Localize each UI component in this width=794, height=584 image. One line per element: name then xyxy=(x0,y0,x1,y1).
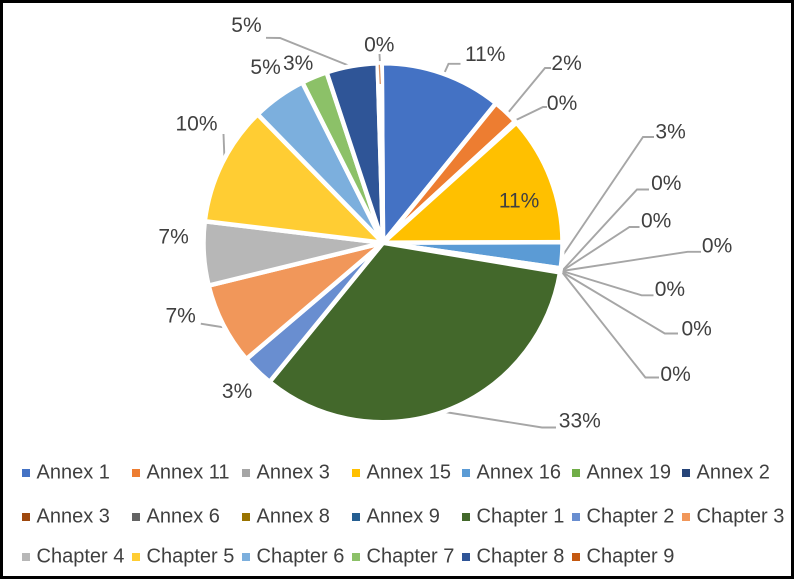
svg-text:Chapter 7: Chapter 7 xyxy=(367,546,455,568)
svg-text:Chapter 3: Chapter 3 xyxy=(697,506,785,528)
svg-text:0%: 0% xyxy=(651,172,681,195)
svg-text:33%: 33% xyxy=(559,409,601,432)
svg-text:Chapter 6: Chapter 6 xyxy=(257,546,345,568)
svg-text:3%: 3% xyxy=(655,120,685,143)
svg-text:Chapter 2: Chapter 2 xyxy=(587,506,675,528)
svg-text:Annex 15: Annex 15 xyxy=(367,462,452,484)
svg-text:0%: 0% xyxy=(364,34,394,57)
svg-text:Annex 1: Annex 1 xyxy=(37,462,110,484)
svg-text:0%: 0% xyxy=(682,318,712,341)
svg-text:5%: 5% xyxy=(231,14,261,37)
svg-text:3%: 3% xyxy=(283,52,313,75)
svg-text:Annex 16: Annex 16 xyxy=(477,462,562,484)
svg-text:3%: 3% xyxy=(222,380,252,403)
svg-text:Annex 3: Annex 3 xyxy=(257,462,330,484)
svg-text:5%: 5% xyxy=(250,56,280,79)
svg-text:11%: 11% xyxy=(499,189,539,212)
svg-text:0%: 0% xyxy=(702,234,732,257)
svg-text:Annex 3: Annex 3 xyxy=(37,506,110,528)
svg-text:10%: 10% xyxy=(176,112,218,135)
svg-text:Annex 19: Annex 19 xyxy=(587,462,672,484)
svg-text:Chapter 5: Chapter 5 xyxy=(147,546,235,568)
svg-text:7%: 7% xyxy=(166,304,196,327)
svg-text:0%: 0% xyxy=(660,363,690,386)
svg-text:7%: 7% xyxy=(158,226,188,249)
svg-text:Chapter 8: Chapter 8 xyxy=(477,546,565,568)
svg-text:Chapter 9: Chapter 9 xyxy=(587,546,675,568)
svg-text:Annex 8: Annex 8 xyxy=(257,506,330,528)
svg-text:0%: 0% xyxy=(547,92,577,115)
svg-text:Annex 11: Annex 11 xyxy=(147,462,230,484)
svg-text:Annex 9: Annex 9 xyxy=(367,506,440,528)
svg-text:Chapter 1: Chapter 1 xyxy=(477,506,565,528)
svg-text:0%: 0% xyxy=(655,278,685,301)
svg-text:0%: 0% xyxy=(641,209,671,232)
svg-text:2%: 2% xyxy=(551,52,581,75)
svg-text:11%: 11% xyxy=(465,43,505,66)
svg-text:Chapter 4: Chapter 4 xyxy=(37,546,125,568)
svg-text:Annex 2: Annex 2 xyxy=(697,462,770,484)
svg-text:Annex 6: Annex 6 xyxy=(147,506,220,528)
